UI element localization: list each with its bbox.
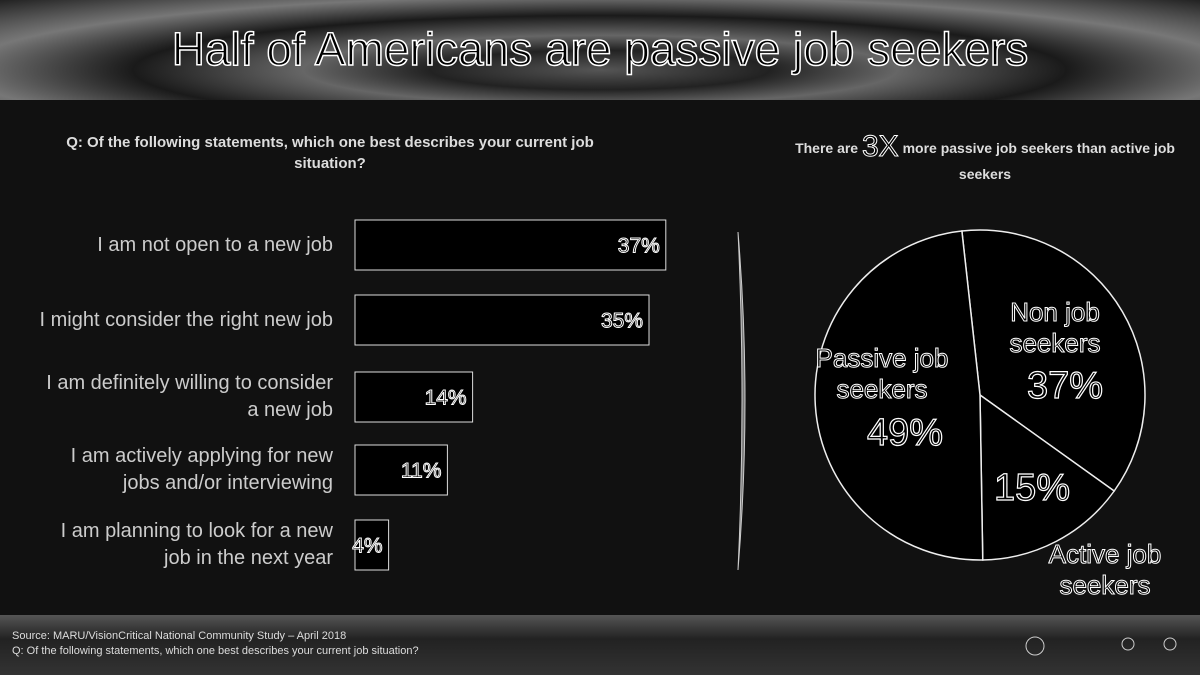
divider [737,231,746,571]
footer-question: Q: Of the following statements, which on… [12,645,419,657]
bar [354,294,650,346]
footer-source: Source: MARU/VisionCritical National Com… [12,630,347,642]
category-label: I am not open to a new job [97,233,333,256]
subtitle-emphasis: 3X [862,130,900,163]
pie-slice [979,393,1116,561]
bar-chart-title: Q: Of the following statements, which on… [66,134,594,172]
category-label: I might consider the right new job [39,308,334,331]
value-label: 35% [601,310,643,333]
slice-name: Non job seekers [1009,297,1101,359]
slice-value-label: 49% [867,412,943,454]
value-label: 37% [618,235,660,258]
pie-slice [961,229,1146,493]
category-label: I am planning to look for a new job in t… [60,520,333,569]
category-label: I am definitely willing to consider a ne… [46,372,333,421]
value-label: 14% [425,387,467,410]
title: Half of Americans are passive job seeker… [171,22,1029,76]
logo [1163,637,1177,651]
subtitle-text: There are [795,140,859,156]
bar [354,371,474,423]
bar [354,219,667,271]
bar [354,519,390,571]
banner [0,0,1200,100]
logo [1121,637,1135,651]
slice-name: Passive job seekers [815,343,949,405]
value-label: 4% [352,535,382,558]
value-label: 11% [401,460,441,483]
pie-slice [814,230,984,561]
logo [1025,636,1045,656]
subtitle-text: more passive job seekers than active job… [902,140,1175,182]
slice-name: Active job seekers [1048,539,1162,601]
slice-value-label: 15% [994,467,1070,509]
slice-value-label: 37% [1027,365,1103,407]
footer-band [0,615,1200,675]
bar [354,444,448,496]
pie-subtitle: There are 3X more passive job seekers th… [790,131,1180,187]
category-label: I am actively applying for new jobs and/… [70,445,333,494]
